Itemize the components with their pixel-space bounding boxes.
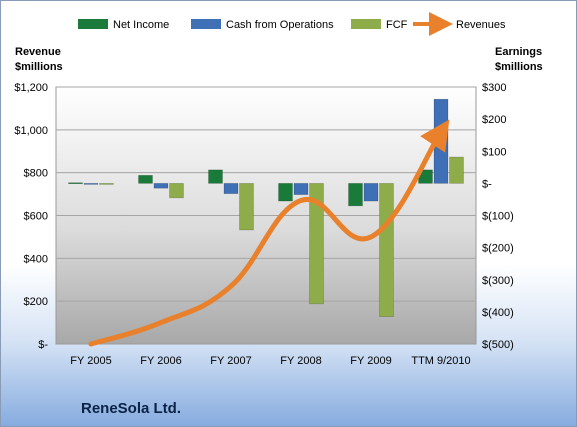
bar-cash-from-operations-fy-2005 — [83, 183, 99, 185]
left-tick-label: $1,000 — [14, 125, 48, 137]
left-tick-label: $600 — [24, 211, 48, 223]
right-tick-label: $(400) — [482, 307, 514, 319]
right-tick-label: $100 — [482, 146, 506, 158]
right-tick-label: $300 — [482, 82, 506, 94]
x-tick-label: FY 2008 — [280, 355, 321, 367]
right-tick-label: $- — [482, 178, 492, 190]
left-tick-label: $800 — [24, 168, 48, 180]
bar-fcf-fy-2007 — [239, 183, 254, 231]
bar-cash-from-operations-fy-2006 — [153, 183, 169, 189]
legend-label-net-income: Net Income — [113, 19, 169, 31]
grid-lines — [56, 86, 476, 302]
legend: Net Income Cash from Operations FCF Reve… — [78, 12, 506, 36]
bar-fcf-fy-2009 — [379, 183, 394, 317]
left-tick-label: $200 — [24, 296, 48, 308]
left-tick-label: $- — [38, 339, 48, 351]
right-tick-label: $(500) — [482, 339, 514, 351]
bar-cash-from-operations-fy-2009 — [363, 183, 379, 202]
right-axis-title-line1: Earnings — [495, 46, 542, 58]
right-tick-label: $200 — [482, 114, 506, 126]
bar-net-income-fy-2008 — [278, 183, 293, 202]
legend-swatch-fcf — [351, 19, 381, 29]
left-axis: $- $200 $400 $600 $800 $1,000 $1,200 — [14, 82, 48, 351]
right-axis-title-line2: $millions — [495, 61, 543, 73]
right-axis: $(500) $(400) $(300) $(200) $(100) $- $100 $200… — [482, 82, 514, 351]
x-tick-label: FY 2005 — [70, 355, 111, 367]
left-tick-label: $400 — [24, 253, 48, 265]
x-tick-label: TTM 9/2010 — [411, 355, 470, 367]
bars — [68, 98, 464, 317]
right-tick-label: $(200) — [482, 243, 514, 255]
legend-swatch-net-income — [78, 19, 108, 29]
bar-net-income-fy-2005 — [68, 182, 83, 185]
bar-fcf-ttm-9-2010 — [449, 156, 464, 184]
legend-label-fcf: FCF — [386, 19, 408, 31]
bar-fcf-fy-2005 — [99, 183, 114, 185]
bar-fcf-fy-2008 — [309, 183, 324, 305]
revenue-line — [88, 119, 450, 347]
company-name: ReneSola Ltd. — [81, 400, 181, 417]
x-tick-label: FY 2007 — [210, 355, 251, 367]
x-tick-label: FY 2006 — [140, 355, 181, 367]
left-axis-title-line1: Revenue — [15, 46, 61, 58]
legend-label-cash-from-operations: Cash from Operations — [226, 19, 334, 31]
bar-cash-from-operations-fy-2007 — [223, 183, 239, 194]
bar-net-income-fy-2009 — [348, 183, 363, 207]
legend-swatch-cash-from-operations — [191, 19, 221, 29]
bar-net-income-fy-2006 — [138, 175, 153, 184]
left-axis-title-line2: $millions — [15, 61, 63, 73]
bar-fcf-fy-2006 — [169, 183, 184, 199]
bar-cash-from-operations-fy-2008 — [293, 183, 309, 195]
legend-label-revenues: Revenues — [456, 19, 506, 31]
x-axis: FY 2005 FY 2006 FY 2007 FY 2008 FY 2009 TTM 9… — [70, 355, 470, 367]
x-tick-label: FY 2009 — [350, 355, 391, 367]
right-tick-label: $(300) — [482, 275, 514, 287]
left-tick-label: $1,200 — [14, 82, 48, 94]
right-tick-label: $(100) — [482, 211, 514, 223]
series-line-revenues — [88, 119, 450, 347]
bar-net-income-fy-2007 — [208, 169, 223, 184]
